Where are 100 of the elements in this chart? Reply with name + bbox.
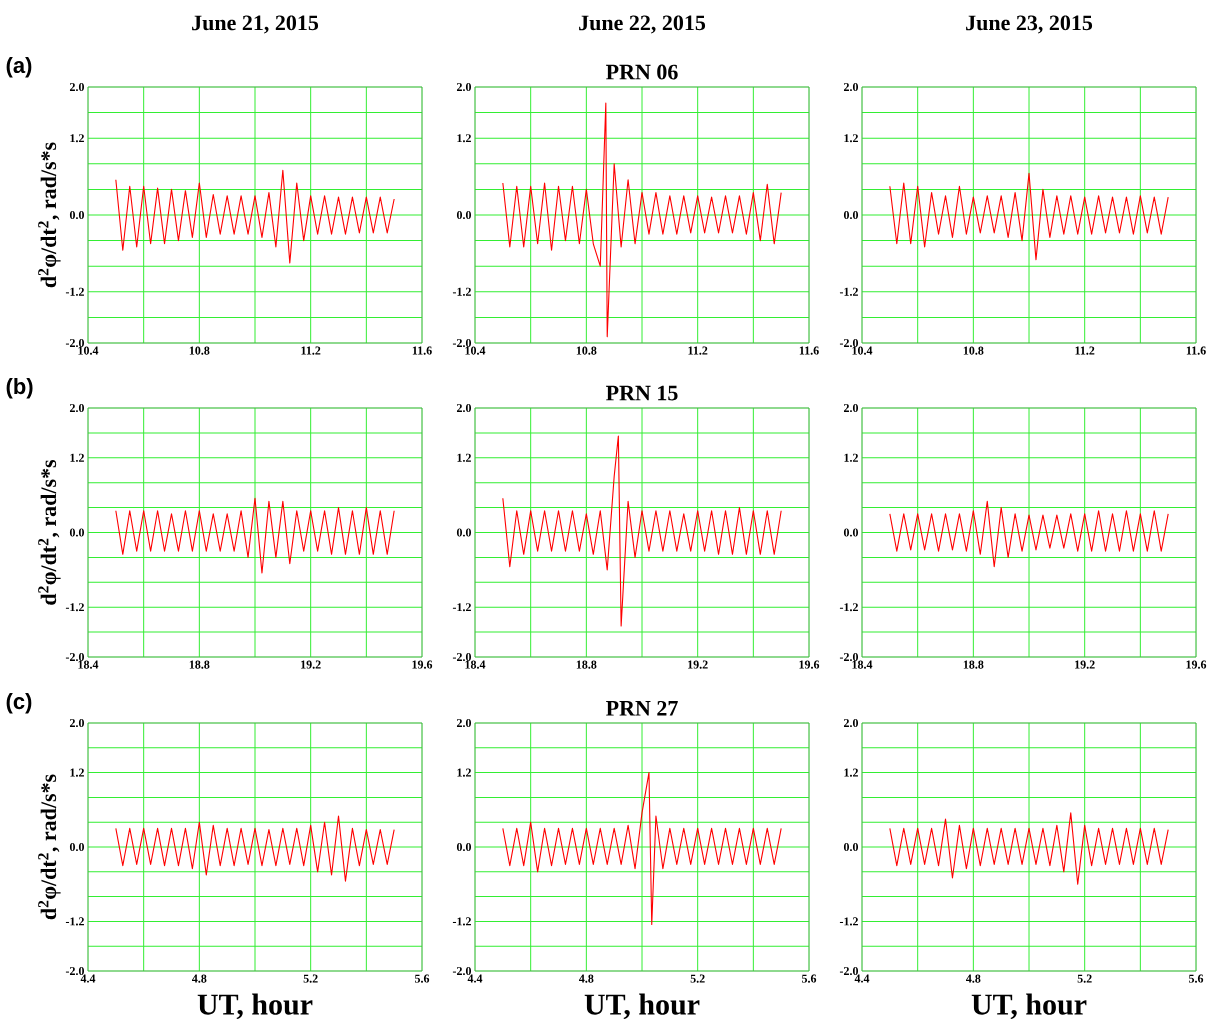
- y-tick-label: 2.0: [456, 82, 472, 92]
- y-tick-label: 0.0: [456, 210, 472, 220]
- y-axis-title: d$^{2}$φ/dt$^{2}$, rad/s*s: [38, 774, 61, 920]
- y-tick-label: 1.2: [457, 453, 471, 462]
- chart-subtitle: PRN 27: [606, 700, 678, 716]
- line-series: [115, 169, 395, 264]
- line-series: [502, 772, 782, 926]
- y-tick-label: 2.0: [843, 82, 859, 92]
- line-series: [889, 500, 1169, 568]
- chart-title: June 22, 2015: [579, 15, 706, 34]
- x-tick-label: 4.4: [854, 974, 870, 983]
- y-tick-label: 1.2: [70, 453, 84, 462]
- x-tick-label: 11.6: [799, 346, 819, 355]
- y-tick-label: 2.0: [69, 718, 85, 728]
- line-series: [889, 172, 1169, 261]
- y-tick-label: -1.2: [65, 287, 84, 296]
- x-tick-label: 19.6: [799, 660, 820, 669]
- y-axis-title: d$^{2}$φ/dt$^{2}$, rad/s*s: [38, 142, 61, 288]
- x-tick-label: 5.2: [690, 974, 705, 983]
- y-tick-label: -1.2: [452, 287, 471, 296]
- line-series: [502, 435, 782, 627]
- y-tick-label: 1.2: [457, 134, 471, 143]
- x-tick-label: 5.2: [303, 974, 318, 983]
- line-series: [115, 497, 395, 574]
- y-tick-label: -1.2: [65, 917, 84, 926]
- y-tick-label: -2.0: [839, 652, 859, 662]
- text: (a): [6, 56, 32, 78]
- x-tick-label: 5.6: [414, 974, 430, 983]
- chart-subtitle: PRN 06: [606, 64, 678, 80]
- y-tick-label: 1.2: [70, 768, 84, 777]
- x-tick-label: 11.6: [1186, 346, 1206, 355]
- x-tick-label: 5.6: [1189, 974, 1204, 983]
- x-tick-label: 19.2: [1075, 660, 1095, 669]
- x-tick-label: 19.6: [412, 660, 433, 669]
- y-tick-label: 2.0: [843, 403, 859, 413]
- x-tick-label: 18.4: [78, 660, 99, 669]
- x-tick-label: 10.8: [576, 346, 597, 355]
- y-tick-label: 2.0: [843, 718, 859, 728]
- x-tick-label: 18.4: [852, 660, 873, 669]
- line-series: [502, 102, 782, 338]
- x-tick-label: 10.8: [963, 346, 984, 355]
- y-tick-label: -1.2: [839, 603, 858, 612]
- y-tick-label: 0.0: [843, 210, 859, 220]
- text: (c): [6, 692, 32, 714]
- y-tick-label: 2.0: [456, 403, 472, 413]
- y-tick-label: 2.0: [456, 718, 472, 728]
- x-tick-label: 11.6: [412, 346, 432, 355]
- y-tick-label: 0.0: [69, 210, 85, 220]
- y-tick-label: -2.0: [839, 338, 859, 348]
- y-tick-label: -2.0: [452, 652, 472, 662]
- x-tick-label: 11.2: [301, 346, 321, 355]
- x-axis-title: UT, hour: [971, 993, 1087, 1020]
- x-tick-label: 4.8: [966, 974, 981, 983]
- chart-subtitle: PRN 15: [606, 385, 678, 401]
- y-tick-label: 0.0: [456, 528, 472, 537]
- x-tick-label: 10.4: [852, 346, 873, 355]
- y-tick-label: 1.2: [844, 134, 858, 143]
- y-tick-label: -2.0: [65, 338, 85, 348]
- y-tick-label: -2.0: [452, 338, 472, 348]
- x-axis-title: UT, hour: [197, 993, 313, 1020]
- x-tick-label: 11.2: [688, 346, 708, 355]
- x-tick-label: 4.8: [191, 974, 207, 983]
- x-tick-label: 19.6: [1186, 660, 1207, 669]
- y-tick-label: -1.2: [65, 603, 84, 612]
- x-tick-label: 18.8: [576, 660, 597, 669]
- y-axis-title: d$^{2}$φ/dt$^{2}$, rad/s*s: [38, 459, 61, 605]
- y-tick-label: 2.0: [69, 82, 85, 92]
- x-tick-label: 4.4: [80, 974, 96, 983]
- x-axis-title: UT, hour: [584, 993, 700, 1020]
- line-series: [115, 815, 395, 882]
- y-tick-label: 0.0: [69, 528, 85, 537]
- y-tick-label: 0.0: [69, 842, 85, 852]
- chart-title: June 23, 2015: [966, 15, 1093, 34]
- x-tick-label: 19.2: [688, 660, 708, 669]
- x-tick-label: 4.4: [467, 974, 483, 983]
- x-tick-label: 18.8: [963, 660, 984, 669]
- y-tick-label: 1.2: [457, 768, 471, 777]
- x-tick-label: 10.8: [189, 346, 210, 355]
- x-tick-label: 5.2: [1077, 974, 1092, 983]
- x-tick-label: 11.2: [1075, 346, 1095, 355]
- y-tick-label: 0.0: [843, 842, 859, 852]
- y-tick-label: -1.2: [452, 603, 471, 612]
- y-tick-label: -1.2: [452, 917, 471, 926]
- y-tick-label: 0.0: [843, 528, 859, 537]
- x-tick-label: 19.2: [301, 660, 321, 669]
- y-tick-label: 1.2: [844, 453, 858, 462]
- y-tick-label: 1.2: [70, 134, 84, 143]
- y-tick-label: 0.0: [456, 842, 472, 852]
- y-tick-label: 2.0: [69, 403, 85, 413]
- y-tick-label: -1.2: [839, 917, 858, 926]
- line-series: [889, 812, 1169, 885]
- x-tick-label: 18.4: [465, 660, 486, 669]
- chart-title: June 21, 2015: [192, 15, 319, 34]
- x-tick-label: 4.8: [579, 974, 594, 983]
- x-tick-label: 10.4: [78, 346, 99, 355]
- y-tick-label: -2.0: [65, 652, 85, 662]
- x-tick-label: 10.4: [465, 346, 486, 355]
- x-tick-label: 5.6: [802, 974, 817, 983]
- text: (b): [6, 377, 33, 399]
- y-tick-label: -1.2: [839, 287, 858, 296]
